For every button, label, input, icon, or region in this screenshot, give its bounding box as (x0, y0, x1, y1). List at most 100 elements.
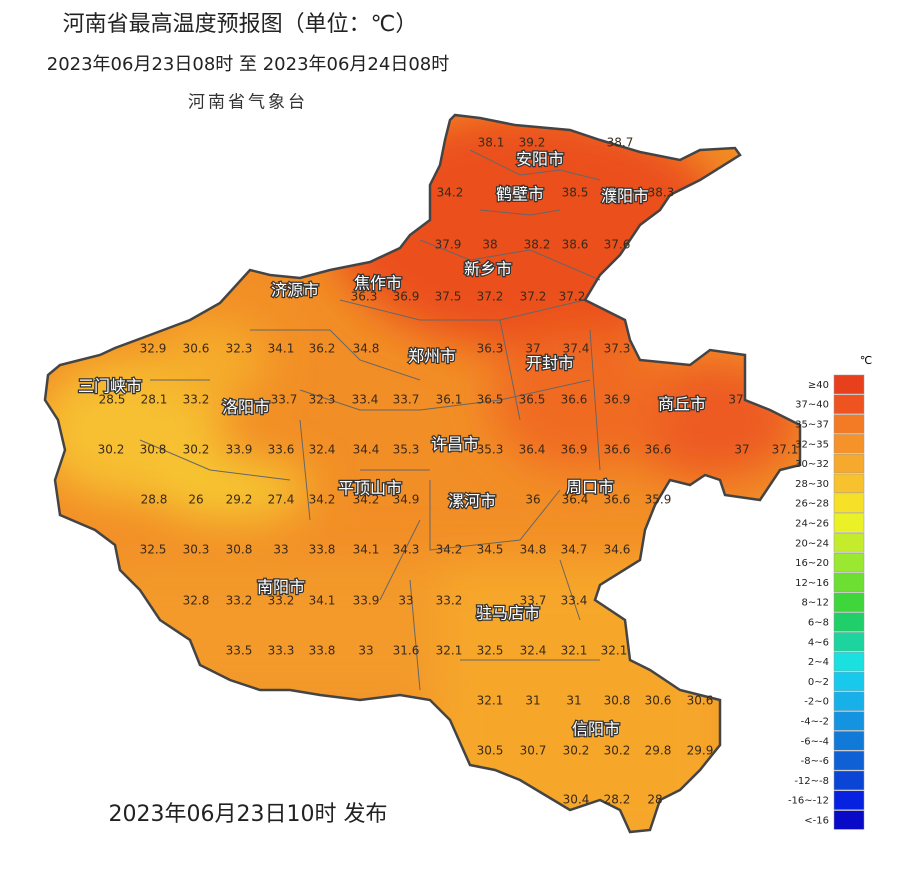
temperature-label: 30.2 (183, 443, 210, 457)
temperature-label: 36.6 (604, 493, 631, 507)
city-label: 鹤壁市 (496, 185, 544, 204)
city-label: 驻马店市 (476, 604, 540, 623)
temperature-label: 28.2 (604, 793, 631, 807)
temperature-label: 36 (525, 493, 540, 507)
temperature-label: 28 (647, 793, 662, 807)
legend-label: <-16 (804, 816, 829, 827)
issue-time: 2023年06月23日10时 发布 (109, 802, 388, 827)
legend-label: 12~16 (795, 578, 829, 589)
legend-label: 26~28 (795, 499, 829, 510)
legend-label: 20~24 (795, 538, 829, 549)
temperature-label: 30.6 (687, 694, 714, 708)
legend-swatch (833, 473, 865, 494)
temperature-label: 33.7 (393, 393, 420, 407)
temperature-label: 35.3 (477, 443, 504, 457)
legend-swatch (833, 533, 865, 553)
legend-swatch (833, 552, 865, 573)
temperature-label: 33.8 (309, 644, 336, 658)
legend-label: ≥40 (808, 380, 829, 391)
temperature-label: 36.9 (561, 443, 588, 457)
legend-label: 0~2 (808, 677, 829, 688)
temperature-label: 30.6 (183, 342, 210, 356)
temperature-label: 37.4 (563, 342, 590, 356)
temperature-label: 34.4 (353, 443, 380, 457)
temperature-label: 33.6 (268, 443, 295, 457)
legend-swatch (833, 711, 865, 731)
legend-swatch (833, 394, 865, 414)
temperature-label: 33.9 (353, 594, 380, 608)
temperature-label: 36.9 (604, 393, 631, 407)
temperature-label: 32.4 (520, 644, 547, 658)
temperature-label: 34.9 (393, 493, 420, 507)
temperature-label: 34.2 (309, 493, 336, 507)
temperature-label: 37.6 (604, 238, 631, 252)
temperature-label: 38.1 (478, 136, 505, 150)
temperature-label: 37.5 (435, 290, 462, 304)
issuer: 河南省气象台 (188, 93, 308, 113)
temperature-label: 38 (482, 238, 497, 252)
temperature-label: 37 (525, 342, 540, 356)
temperature-label: 36.2 (309, 342, 336, 356)
city-label: 焦作市 (354, 274, 402, 293)
temperature-label: 34.1 (353, 543, 380, 557)
legend-swatch (833, 493, 865, 513)
city-label: 许昌市 (431, 435, 479, 454)
temperature-label: 34.8 (520, 543, 547, 557)
temperature-label: 37.2 (559, 290, 586, 304)
temperature-label: 31 (566, 694, 581, 708)
temperature-label: 33.4 (352, 393, 379, 407)
legend-swatch (833, 651, 865, 672)
temperature-label: 29.2 (226, 493, 253, 507)
temperature-label: 32.1 (561, 644, 588, 658)
temperature-label: 28.5 (99, 393, 126, 407)
temperature-label: 33.7 (520, 594, 547, 608)
legend-swatch (833, 632, 865, 652)
temperature-label: 36.9 (393, 290, 420, 304)
temperature-label: 33.2 (436, 594, 463, 608)
temperature-label: 34.6 (604, 543, 631, 557)
temperature-label: 33.4 (561, 594, 588, 608)
city-label: 平顶山市 (338, 479, 402, 498)
temperature-label: 33.3 (268, 644, 295, 658)
legend-swatch (833, 513, 865, 533)
legend-swatch (833, 691, 865, 711)
city-label: 洛阳市 (222, 398, 270, 417)
temperature-label: 27.4 (268, 493, 295, 507)
temperature-label: 34.3 (393, 543, 420, 557)
city-label: 三门峡市 (78, 377, 142, 396)
temperature-label: 34.7 (561, 543, 588, 557)
temperature-label: 30.6 (645, 694, 672, 708)
temperature-label: 32.3 (226, 342, 253, 356)
temperature-label: 33.9 (226, 443, 253, 457)
temperature-label: 32.1 (436, 644, 463, 658)
temperature-label: 30.4 (563, 793, 590, 807)
city-label: 漯河市 (448, 492, 496, 511)
temperature-label: 30.7 (520, 744, 547, 758)
temperature-label: 28.1 (141, 393, 168, 407)
legend-label: 16~20 (795, 558, 829, 569)
temperature-label: 32.1 (601, 644, 628, 658)
legend-swatch (833, 374, 865, 395)
temperature-label: 33 (273, 543, 288, 557)
legend-label: -12~-8 (794, 776, 829, 787)
temperature-label: 37.1 (772, 443, 799, 457)
temperature-label: 32.1 (477, 694, 504, 708)
legend-label: -8~-6 (801, 756, 829, 767)
temperature-label: 34.2 (437, 186, 464, 200)
legend-swatch (833, 810, 865, 830)
temperature-label: 30.8 (226, 543, 253, 557)
temperature-label: 33.2 (226, 594, 253, 608)
map-title: 河南省最高温度预报图（单位：℃） (63, 12, 418, 37)
city-label: 信阳市 (572, 720, 620, 739)
temperature-label: 33.8 (309, 543, 336, 557)
temperature-label: 33.2 (183, 393, 210, 407)
temperature-label: 30.5 (477, 744, 504, 758)
legend-swatch (833, 434, 865, 454)
legend-swatch (833, 750, 865, 771)
temperature-label: 37.3 (604, 342, 631, 356)
legend-label: 28~30 (795, 479, 829, 490)
temperature-label: 35.3 (393, 443, 420, 457)
temperature-label: 33.7 (271, 393, 298, 407)
city-label: 濮阳市 (601, 187, 649, 206)
